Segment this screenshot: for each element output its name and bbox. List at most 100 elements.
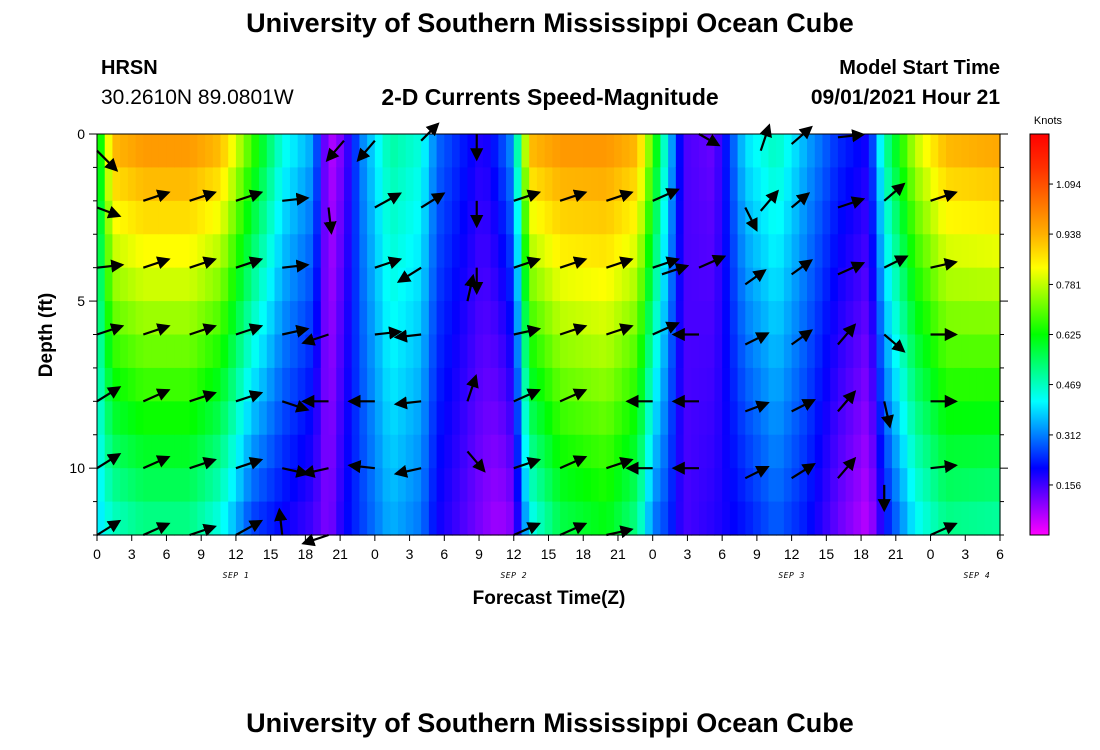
current-vector bbox=[837, 129, 866, 143]
heatmap-cell bbox=[112, 367, 121, 402]
current-vector bbox=[744, 466, 770, 480]
heatmap-cell bbox=[837, 167, 847, 202]
heatmap-cell bbox=[421, 301, 430, 336]
heatmap-cell bbox=[861, 334, 870, 369]
heatmap-cell bbox=[552, 167, 561, 202]
heatmap-cell bbox=[151, 367, 160, 402]
heatmap-cell bbox=[899, 200, 908, 235]
heatmap-cell bbox=[228, 434, 237, 469]
heatmap-cell bbox=[590, 301, 600, 336]
heatmap-cell bbox=[343, 200, 353, 235]
heatmap-cell bbox=[621, 468, 631, 503]
heatmap-cell bbox=[907, 334, 916, 369]
heatmap-cell bbox=[722, 434, 731, 469]
heatmap-cell bbox=[668, 167, 677, 202]
heatmap-cell bbox=[536, 401, 546, 436]
heatmap-cell bbox=[915, 401, 924, 436]
heatmap-cell bbox=[506, 200, 515, 235]
heatmap-cell bbox=[791, 200, 800, 235]
heatmap-cell bbox=[382, 200, 391, 235]
x-tick-label: 21 bbox=[332, 546, 348, 562]
heatmap-cell bbox=[560, 234, 569, 269]
heatmap-cell bbox=[390, 301, 399, 336]
heatmap-cell bbox=[915, 167, 924, 202]
heatmap-cell bbox=[158, 334, 168, 369]
heatmap-cell bbox=[691, 501, 700, 536]
heatmap-cell bbox=[961, 301, 970, 336]
heatmap-cell bbox=[243, 267, 252, 302]
heatmap-cell bbox=[683, 134, 692, 169]
heatmap-cell bbox=[212, 234, 222, 269]
heatmap-cell bbox=[930, 200, 939, 235]
heatmap-cell bbox=[482, 200, 492, 235]
colorbar-tick-label: 0.156 bbox=[1056, 481, 1081, 492]
heatmap-cell bbox=[467, 301, 476, 336]
heatmap-cell bbox=[498, 267, 507, 302]
heatmap-cell bbox=[289, 200, 299, 235]
heatmap-cell bbox=[274, 267, 283, 302]
heatmap-cell bbox=[467, 434, 476, 469]
heatmap-cell bbox=[961, 267, 970, 302]
heatmap-cell bbox=[398, 167, 407, 202]
heatmap-cell bbox=[768, 134, 777, 169]
heatmap-cell bbox=[606, 267, 615, 302]
heatmap-cell bbox=[938, 468, 947, 503]
current-vector bbox=[606, 189, 634, 203]
heatmap-cell bbox=[969, 234, 978, 269]
heatmap-cell bbox=[205, 434, 214, 469]
heatmap-cell bbox=[251, 468, 260, 503]
heatmap-cell bbox=[637, 167, 646, 202]
heatmap-cell bbox=[745, 334, 754, 369]
heatmap-cell bbox=[235, 301, 245, 336]
x-tick-label: 15 bbox=[819, 546, 835, 562]
heatmap-cell bbox=[313, 200, 322, 235]
heatmap-cell bbox=[899, 401, 908, 436]
heatmap-cell bbox=[289, 434, 299, 469]
heatmap-cell bbox=[382, 267, 391, 302]
heatmap-cell bbox=[544, 367, 553, 402]
heatmap-cell bbox=[529, 367, 538, 402]
heatmap-cell bbox=[668, 334, 677, 369]
heatmap-cell bbox=[390, 200, 399, 235]
heatmap-cell bbox=[660, 301, 669, 336]
heatmap-cell bbox=[343, 301, 353, 336]
heatmap-cell bbox=[969, 434, 978, 469]
heatmap-cell bbox=[143, 401, 152, 436]
heatmap-cell bbox=[428, 234, 438, 269]
heatmap-cell bbox=[328, 434, 337, 469]
heatmap-cell bbox=[791, 367, 800, 402]
heatmap-cell bbox=[421, 200, 430, 235]
heatmap-cell bbox=[282, 267, 291, 302]
heatmap-cell bbox=[374, 200, 384, 235]
heatmap-cell bbox=[868, 367, 878, 402]
heatmap-cell bbox=[127, 234, 137, 269]
heatmap-cell bbox=[822, 301, 831, 336]
heatmap-cell bbox=[97, 134, 106, 169]
heatmap-cell bbox=[830, 401, 839, 436]
heatmap-cell bbox=[127, 401, 137, 436]
heatmap-cell bbox=[251, 234, 260, 269]
heatmap-cell bbox=[112, 434, 121, 469]
heatmap-cell bbox=[606, 134, 615, 169]
heatmap-cell bbox=[482, 401, 492, 436]
heatmap-cell bbox=[791, 434, 800, 469]
current-vector bbox=[235, 323, 264, 336]
heatmap-cell bbox=[907, 367, 916, 402]
heatmap-cell bbox=[205, 401, 214, 436]
heatmap-cell bbox=[259, 267, 268, 302]
heatmap-cell bbox=[398, 501, 407, 536]
heatmap-cell bbox=[907, 134, 916, 169]
heatmap-cell bbox=[976, 468, 986, 503]
heatmap-cell bbox=[768, 200, 777, 235]
heatmap-cell bbox=[127, 134, 137, 169]
heatmap-cell bbox=[915, 468, 924, 503]
current-vector bbox=[466, 450, 486, 473]
heatmap-cell bbox=[984, 267, 993, 302]
heatmap-cell bbox=[961, 134, 970, 169]
heatmap-cell bbox=[189, 401, 198, 436]
heatmap-cell bbox=[953, 367, 963, 402]
heatmap-cell bbox=[660, 367, 669, 402]
heatmap-cell bbox=[413, 234, 422, 269]
current-vector bbox=[325, 139, 345, 162]
